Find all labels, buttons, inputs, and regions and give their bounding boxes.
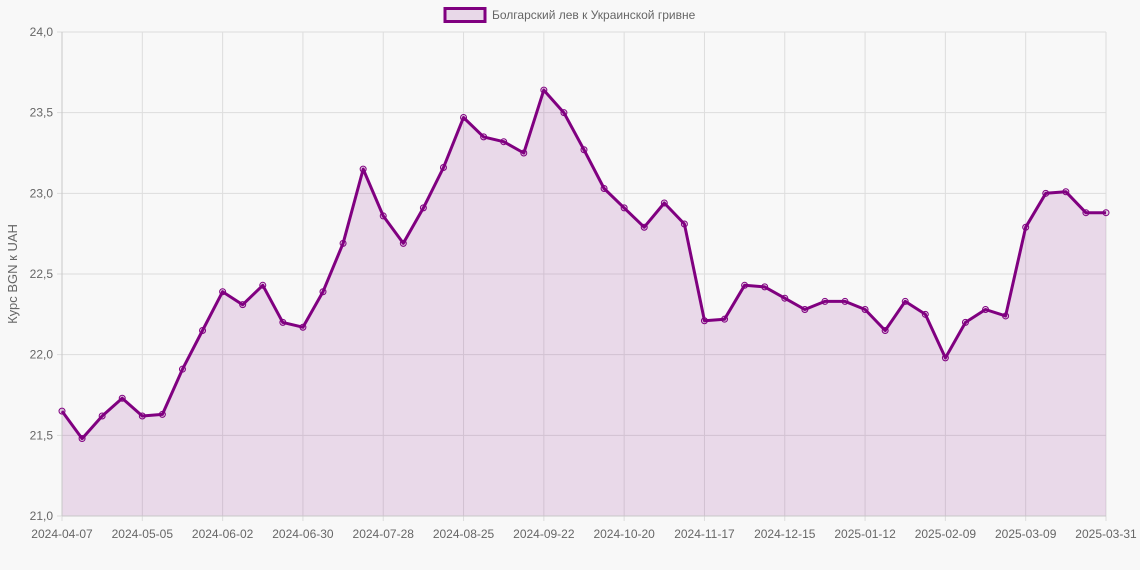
data-point[interactable]: [379, 212, 387, 220]
data-line: [60, 88, 1106, 441]
data-point[interactable]: [901, 297, 909, 305]
data-point[interactable]: [580, 146, 588, 154]
data-point[interactable]: [339, 239, 347, 247]
data-point[interactable]: [700, 317, 708, 325]
data-point[interactable]: [58, 407, 66, 415]
data-point[interactable]: [861, 305, 869, 313]
data-point[interactable]: [680, 220, 688, 228]
y-tick-label: 22,0: [30, 348, 54, 362]
x-tick-label: 2025-03-31: [1075, 527, 1137, 541]
data-point[interactable]: [961, 318, 969, 326]
data-point[interactable]: [419, 204, 427, 212]
legend-label: Болгарский лев к Украинской гривне: [492, 8, 696, 22]
grid-lines: [57, 31, 1107, 521]
data-point[interactable]: [1002, 312, 1010, 320]
y-tick-label: 21,0: [30, 509, 54, 523]
y-tick-label: 21,5: [30, 428, 54, 442]
data-point[interactable]: [279, 318, 287, 326]
y-tick-label: 24,0: [30, 25, 54, 39]
data-point[interactable]: [660, 199, 668, 207]
legend-swatch: [443, 7, 487, 23]
data-point[interactable]: [921, 310, 929, 318]
data-point[interactable]: [239, 301, 247, 309]
y-axis-label: Курс BGN к UAH: [5, 224, 20, 324]
data-point[interactable]: [741, 281, 749, 289]
area-fill: [62, 90, 1106, 516]
x-tick-label: 2024-06-30: [272, 527, 334, 541]
data-point[interactable]: [761, 283, 769, 291]
y-tick-label: 22,5: [30, 267, 54, 281]
data-point[interactable]: [881, 326, 889, 334]
data-point[interactable]: [219, 288, 227, 296]
x-tick-label: 2025-03-09: [995, 527, 1057, 541]
x-tick-label: 2025-01-12: [834, 527, 896, 541]
data-point[interactable]: [500, 138, 508, 146]
y-tick-label: 23,0: [30, 186, 54, 200]
data-point[interactable]: [299, 323, 307, 331]
x-tick-label: 2024-06-02: [192, 527, 254, 541]
data-point[interactable]: [199, 326, 207, 334]
data-point[interactable]: [359, 165, 367, 173]
x-tick-label: 2024-11-17: [674, 527, 735, 541]
data-point[interactable]: [1102, 209, 1110, 217]
data-point[interactable]: [1042, 189, 1050, 197]
y-tick-label: 23,5: [30, 106, 54, 120]
data-point[interactable]: [781, 294, 789, 302]
data-point[interactable]: [319, 288, 327, 296]
x-tick-label: 2024-09-22: [513, 527, 575, 541]
data-point[interactable]: [540, 86, 548, 94]
legend[interactable]: Болгарский лев к Украинской гривне: [443, 7, 696, 23]
x-tick-label: 2024-08-25: [433, 527, 495, 541]
x-tick-label: 2024-07-28: [353, 527, 415, 541]
data-point[interactable]: [560, 109, 568, 117]
data-point[interactable]: [841, 297, 849, 305]
x-tick-label: 2024-12-15: [754, 527, 816, 541]
data-point[interactable]: [98, 412, 106, 420]
data-points: [58, 86, 1110, 443]
data-point[interactable]: [721, 315, 729, 323]
data-point[interactable]: [1082, 209, 1090, 217]
data-point[interactable]: [982, 305, 990, 313]
data-point[interactable]: [821, 297, 829, 305]
data-point[interactable]: [801, 305, 809, 313]
data-point[interactable]: [78, 435, 86, 443]
data-point[interactable]: [520, 149, 528, 157]
x-tick-label: 2024-10-20: [593, 527, 655, 541]
data-point[interactable]: [941, 354, 949, 362]
x-tick-label: 2024-05-05: [112, 527, 174, 541]
data-point[interactable]: [138, 412, 146, 420]
data-point[interactable]: [178, 365, 186, 373]
axes: 21,0 21,5 22,0 22,5 23,0 23,5 24,0 2024-04-07 20…: [30, 25, 1137, 541]
data-point[interactable]: [399, 239, 407, 247]
data-point[interactable]: [259, 281, 267, 289]
x-tick-label: 2024-04-07: [31, 527, 93, 541]
data-point[interactable]: [158, 410, 166, 418]
data-point[interactable]: [1022, 223, 1030, 231]
data-point[interactable]: [460, 114, 468, 122]
x-tick-label: 2025-02-09: [915, 527, 977, 541]
data-point[interactable]: [439, 164, 447, 172]
data-point[interactable]: [118, 394, 126, 402]
data-point[interactable]: [480, 133, 488, 141]
data-point[interactable]: [620, 204, 628, 212]
data-point[interactable]: [600, 184, 608, 192]
data-point[interactable]: [1062, 188, 1070, 196]
data-point[interactable]: [640, 223, 648, 231]
